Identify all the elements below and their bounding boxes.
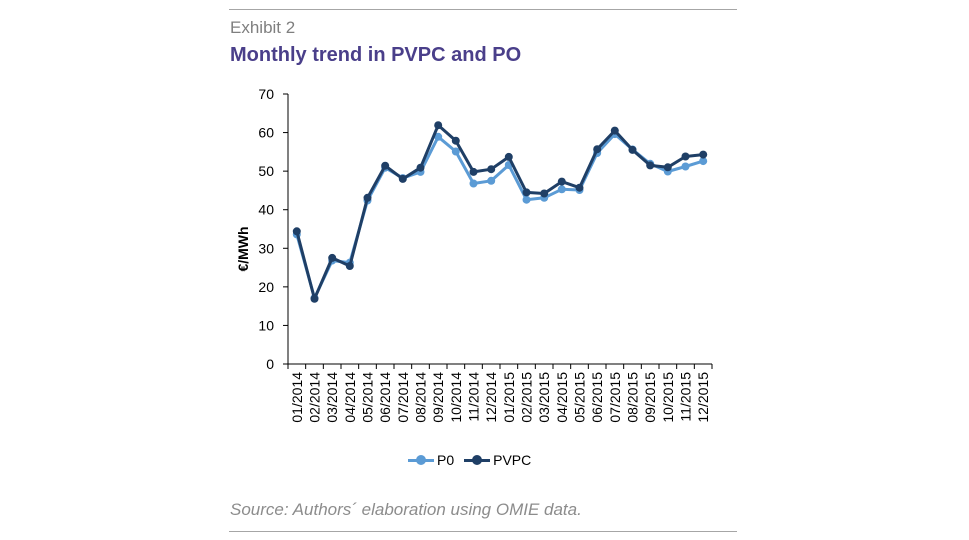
data-point-pvpc (504, 152, 513, 161)
y-axis: 0 10 20 30 40 50 60 70 €/MWh (235, 86, 289, 372)
x-tick-label: 07/2015 (607, 372, 623, 423)
data-point-pvpc (628, 145, 637, 154)
x-tick-label: 02/2015 (519, 372, 535, 423)
legend: P0 PVPC (408, 452, 541, 468)
y-axis-title: €/MWh (235, 226, 251, 271)
data-point-p0 (451, 147, 460, 156)
legend-label-p0: P0 (437, 452, 455, 468)
y-tick-label: 40 (258, 202, 274, 218)
x-tick-label: 08/2015 (625, 372, 641, 423)
bottom-rule (229, 531, 737, 532)
x-tick-label: 06/2014 (377, 372, 393, 423)
x-tick-label: 06/2015 (589, 372, 605, 423)
y-tick-label: 30 (258, 240, 274, 256)
legend-swatch-pvpc (464, 453, 491, 467)
x-axis: 01/2014 02/2014 03/2014 04/2014 05/2014 06/20… (287, 363, 713, 423)
data-point-pvpc (363, 193, 372, 202)
data-point-pvpc (416, 163, 425, 172)
x-tick-label: 04/2014 (342, 372, 358, 423)
series-line-pvpc (295, 123, 704, 301)
source-note: Source: Authors´ elaboration using OMIE … (230, 500, 582, 519)
x-tick-label: 04/2015 (554, 372, 570, 423)
data-point-pvpc (557, 177, 566, 186)
x-tick-label: 05/2015 (572, 372, 588, 423)
y-tick-label: 20 (258, 279, 274, 295)
data-point-p0 (487, 176, 496, 185)
y-tick-label: 60 (258, 125, 274, 141)
y-tick-label: 50 (258, 163, 274, 179)
legend-item-pvpc: PVPC (464, 452, 531, 468)
data-point-pvpc (610, 126, 619, 135)
x-tick-label: 10/2015 (660, 372, 676, 423)
data-point-pvpc (434, 121, 443, 130)
x-tick-label: 03/2014 (324, 372, 340, 423)
x-tick-label: 07/2014 (395, 372, 411, 423)
x-tick-label: 11/2014 (466, 372, 482, 422)
data-point-pvpc (292, 227, 301, 236)
data-point-pvpc (398, 174, 407, 183)
data-point-pvpc (681, 152, 690, 161)
x-tick-label: 09/2014 (430, 372, 446, 423)
data-point-pvpc (522, 188, 531, 197)
x-tick-label: 08/2014 (413, 372, 429, 423)
top-rule (229, 9, 737, 10)
x-tick-label: 09/2015 (642, 372, 658, 423)
data-point-pvpc (451, 136, 460, 145)
data-point-pvpc (310, 294, 319, 303)
data-point-pvpc (469, 167, 478, 176)
x-tick-label: 12/2015 (695, 372, 711, 423)
x-tick-label: 05/2014 (360, 372, 376, 423)
y-tick-label: 0 (266, 356, 274, 372)
chart-title: Monthly trend in PVPC and PO (230, 44, 522, 66)
data-point-pvpc (575, 183, 584, 192)
data-point-pvpc (540, 189, 549, 198)
exhibit-label: Exhibit 2 (230, 18, 296, 37)
data-point-pvpc (663, 163, 672, 172)
data-point-p0 (557, 185, 566, 194)
legend-label-pvpc: PVPC (493, 452, 532, 468)
data-point-pvpc (487, 165, 496, 174)
y-tick-label: 10 (258, 317, 274, 333)
data-point-pvpc (699, 150, 708, 159)
legend-swatch-p0 (408, 453, 434, 467)
data-point-p0 (522, 195, 531, 204)
data-point-p0 (681, 162, 690, 171)
data-point-pvpc (646, 161, 655, 170)
data-point-pvpc (593, 145, 602, 154)
data-point-p0 (469, 179, 478, 188)
data-point-pvpc (328, 253, 337, 262)
x-tick-label: 11/2015 (678, 372, 694, 422)
series-layer (292, 121, 708, 303)
data-point-pvpc (345, 262, 354, 270)
data-point-p0 (699, 157, 708, 166)
x-tick-label: 03/2015 (536, 372, 552, 423)
x-tick-label: 02/2014 (307, 372, 323, 423)
y-tick-label: 70 (258, 86, 274, 102)
x-tick-label: 01/2014 (289, 372, 305, 423)
x-tick-label: 12/2014 (483, 372, 499, 423)
data-point-pvpc (381, 161, 390, 170)
data-point-p0 (434, 132, 443, 141)
x-tick-label: 01/2015 (501, 372, 517, 423)
x-tick-label: 10/2014 (448, 372, 464, 423)
legend-item-p0: P0 (408, 452, 454, 468)
